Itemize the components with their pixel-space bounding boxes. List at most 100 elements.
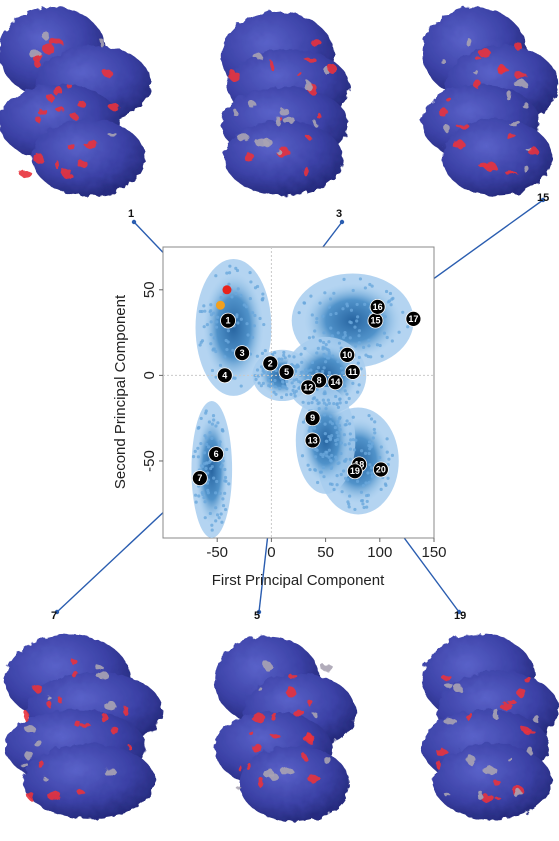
protein-highlight-patch	[55, 106, 65, 112]
protein-neutral-patch	[283, 117, 296, 125]
structure-label-5: 5	[254, 610, 260, 622]
protein-neutral-patch	[324, 756, 332, 765]
density-point	[363, 302, 367, 306]
density-point	[335, 473, 339, 478]
density-point	[301, 400, 305, 404]
density-point	[383, 482, 388, 486]
density-point	[389, 303, 393, 307]
protein-highlight-patch	[251, 745, 264, 753]
density-point	[352, 448, 357, 452]
protein-highlight-patch	[307, 775, 321, 783]
density-point	[212, 476, 216, 480]
density-point	[346, 478, 350, 482]
density-point	[289, 392, 293, 397]
density-point	[356, 390, 360, 394]
density-point	[322, 366, 326, 370]
density-point	[250, 335, 255, 340]
protein-neutral-patch	[321, 664, 334, 673]
density-point	[221, 459, 225, 463]
density-point	[203, 516, 207, 520]
density-point	[282, 350, 286, 355]
density-point	[309, 368, 313, 372]
density-point	[370, 475, 374, 479]
density-point	[273, 379, 277, 383]
density-point	[315, 320, 319, 324]
density-point	[339, 366, 344, 370]
density-point	[327, 455, 331, 459]
density-point	[309, 294, 313, 298]
cluster-marker-label: 16	[373, 302, 383, 312]
density-point	[329, 312, 333, 317]
density-point	[306, 401, 311, 405]
density-point	[353, 325, 357, 329]
density-point	[227, 271, 232, 275]
density-point	[345, 302, 349, 306]
density-point	[296, 364, 300, 368]
density-point	[214, 325, 219, 329]
density-point	[336, 405, 341, 410]
density-point	[325, 454, 329, 458]
density-point	[367, 344, 371, 348]
cluster-marker-10: 10	[339, 346, 356, 363]
structure-label-7: 7	[51, 610, 57, 622]
density-point	[307, 336, 312, 340]
density-point	[202, 451, 207, 455]
connector-end-5	[256, 609, 262, 615]
density-point	[316, 366, 321, 370]
density-point	[212, 418, 216, 422]
density-point	[294, 377, 299, 382]
protein-highlight-patch	[446, 96, 451, 102]
density-point	[255, 368, 260, 372]
density-point	[322, 401, 326, 405]
density-point	[336, 420, 340, 424]
protein-highlight-patch	[311, 38, 321, 48]
cluster-marker-15: 15	[367, 312, 384, 329]
density-point	[259, 384, 263, 388]
density-point	[202, 304, 206, 308]
density-point	[384, 289, 389, 294]
density-point	[328, 482, 333, 486]
protein-highlight-patch	[442, 675, 453, 682]
density-point	[339, 472, 343, 477]
cluster-marker-7: 7	[191, 470, 208, 486]
density-point	[278, 386, 282, 391]
density-point	[380, 354, 384, 358]
protein-neutral-patch	[104, 767, 117, 777]
density-point	[219, 295, 223, 300]
protein-neutral-patch	[472, 69, 479, 74]
cluster-marker-label: 14	[330, 377, 340, 387]
protein-neutral-patch	[465, 755, 476, 765]
density-point	[367, 443, 371, 448]
structure-label-15: 15	[537, 192, 549, 204]
density-point	[262, 370, 266, 374]
density-point	[343, 333, 347, 337]
protein-neutral-patch	[41, 776, 48, 780]
density-point	[287, 354, 291, 358]
density-point	[351, 415, 355, 419]
density-point	[387, 457, 391, 461]
cluster-marker-dot	[344, 364, 361, 380]
density-point	[343, 330, 347, 335]
y-tick-label: 0	[141, 371, 158, 379]
density-point	[209, 320, 213, 324]
protein-highlight-patch	[307, 135, 312, 141]
density-point	[342, 469, 346, 473]
protein-highlight-patch	[474, 56, 482, 61]
density-point	[341, 371, 345, 375]
density-point	[347, 505, 351, 509]
cluster-marker-label: 1	[226, 316, 231, 326]
structure-labels: 1 3 15 7 5 19	[51, 192, 549, 622]
structure-label-1: 1	[128, 208, 134, 220]
protein-structure-19	[422, 633, 559, 820]
protein-highlight-patch	[481, 793, 494, 804]
connector-end-7	[54, 609, 60, 615]
density-point	[255, 354, 259, 358]
cluster-marker-16: 16	[369, 299, 386, 315]
cluster-marker-label: 3	[240, 348, 245, 358]
density-point	[267, 375, 271, 379]
density-point	[339, 441, 343, 445]
protein-neutral-patch	[257, 686, 262, 692]
protein-neutral-patch	[269, 773, 279, 781]
density-point	[273, 351, 277, 355]
density-point	[239, 384, 243, 388]
